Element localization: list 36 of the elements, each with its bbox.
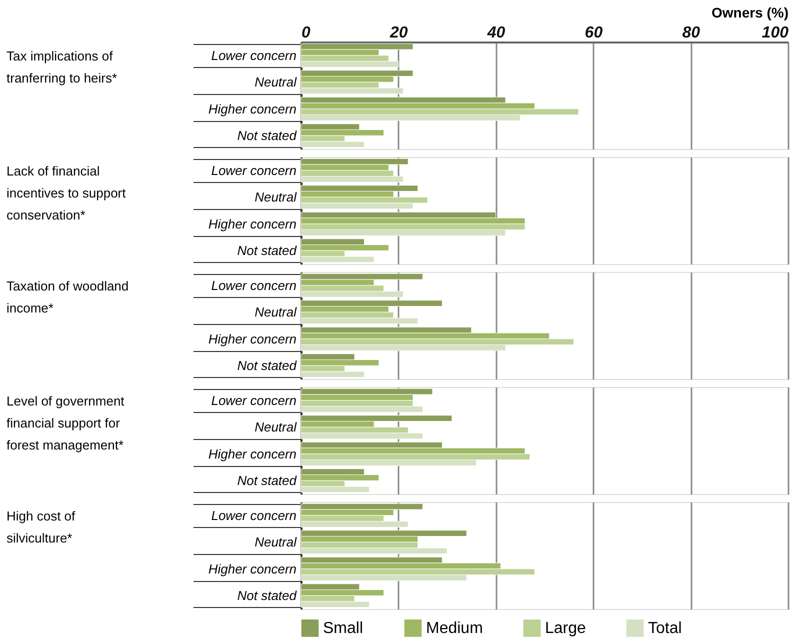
y-tick-label: Higher concern <box>208 216 296 232</box>
legend-label: Large <box>545 620 586 638</box>
y-axis-title: Taxation of woodland income* <box>6 278 129 316</box>
x-tick-label: 0 <box>302 24 310 42</box>
legend-label: Small <box>323 620 364 638</box>
legend-label: Medium <box>426 620 483 638</box>
y-tick-label: Lower concern <box>211 278 296 293</box>
y-tick-label: Not stated <box>237 473 298 488</box>
y-tick-label: Not stated <box>237 243 298 258</box>
legend-label: Total <box>648 620 682 638</box>
y-tick-label: Neutral <box>254 534 298 550</box>
y-tick-label: Neutral <box>254 74 298 90</box>
y-axis-title: Level of government financial support for forest management* <box>6 394 125 452</box>
y-axis-title: Tax implications of tranferring to heirs* <box>6 48 118 86</box>
x-tick-label: 60 <box>584 24 603 42</box>
y-axis-title: High cost of silviculture* <box>6 508 76 546</box>
y-axis-title: Lack of financial incentives to support conservation* <box>6 164 126 222</box>
y-tick-label: Higher concern <box>208 561 296 576</box>
y-tick-label: Lower concern <box>211 162 296 178</box>
y-tick-label: Lower concern <box>211 48 296 63</box>
y-tick-label: Neutral <box>254 304 298 320</box>
x-tick-label: 100 <box>762 24 789 42</box>
y-tick-label: Not stated <box>237 588 298 604</box>
y-tick-label: Neutral <box>254 190 298 205</box>
y-tick-label: Neutral <box>254 420 298 435</box>
x-tick-label: 40 <box>486 24 506 42</box>
y-tick-label: Not stated <box>237 358 298 374</box>
y-tick-label: Not stated <box>237 128 298 144</box>
x-tick-label: 80 <box>682 24 700 42</box>
y-tick-label: Higher concern <box>208 446 296 462</box>
x-axis-title: Owners (%) <box>711 4 788 20</box>
y-tick-label: Lower concern <box>211 508 296 523</box>
y-tick-label: Higher concern <box>208 331 296 346</box>
y-tick-label: Higher concern <box>208 101 296 116</box>
x-tick-label: 20 <box>389 24 408 42</box>
y-tick-label: Lower concern <box>211 392 296 408</box>
